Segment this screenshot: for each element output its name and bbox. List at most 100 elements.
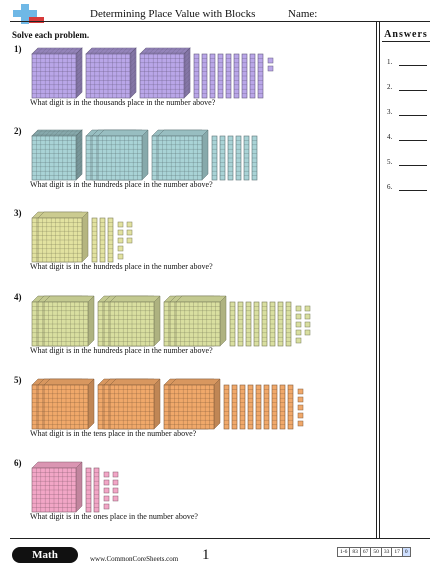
base-ten-blocks (31, 47, 274, 99)
answer-blank[interactable] (399, 90, 427, 91)
ten-rod (211, 135, 218, 181)
answer-number: 6. (387, 183, 393, 191)
ten-rod (227, 135, 234, 181)
ten-rod (277, 301, 284, 347)
base-ten-blocks (31, 378, 304, 430)
ten-rod (239, 384, 246, 430)
one-unit (304, 305, 311, 312)
one-unit (295, 321, 302, 328)
base-ten-blocks (31, 129, 258, 181)
ten-rod (271, 384, 278, 430)
question-text: What digit is in the ones place in the n… (30, 512, 198, 521)
thousand-cube (85, 47, 137, 99)
one-unit (112, 471, 119, 478)
one-unit (267, 65, 274, 72)
base-ten-blocks (31, 211, 133, 263)
problem-number: 2) (14, 126, 22, 136)
answer-row: 5. (387, 158, 429, 166)
ten-rod (287, 384, 294, 430)
one-unit (103, 479, 110, 486)
ten-rod (233, 53, 240, 99)
problem-number: 3) (14, 208, 22, 218)
ten-rod (231, 384, 238, 430)
answer-blank[interactable] (399, 165, 427, 166)
ten-rod (253, 301, 260, 347)
question-text: What digit is in the thousands place in … (30, 98, 216, 107)
ten-rod (251, 135, 258, 181)
score-cell: 1-6 (337, 547, 351, 557)
ten-rod (223, 384, 230, 430)
ten-rod (219, 135, 226, 181)
footer-divider (10, 538, 430, 539)
ten-rod (263, 384, 270, 430)
one-unit (117, 229, 124, 236)
answer-number: 4. (387, 133, 393, 141)
ten-rod (217, 53, 224, 99)
one-unit (126, 221, 133, 228)
ten-rod (245, 301, 252, 347)
header-divider (10, 21, 430, 22)
question-text: What digit is in the hundreds place in t… (30, 346, 213, 355)
one-unit (117, 221, 124, 228)
one-unit (103, 487, 110, 494)
ten-rod (209, 53, 216, 99)
one-unit (304, 321, 311, 328)
answer-blank[interactable] (399, 190, 427, 191)
thousand-cube (31, 47, 83, 99)
answer-row: 2. (387, 83, 429, 91)
ten-rod (285, 301, 292, 347)
instructions: Solve each problem. (12, 30, 90, 40)
answer-number: 2. (387, 83, 393, 91)
problem-number: 1) (14, 44, 22, 54)
one-unit (295, 337, 302, 344)
ten-rod (257, 53, 264, 99)
problem-number: 4) (14, 292, 22, 302)
one-unit (304, 329, 311, 336)
score-key: 1-6 83 67 50 33 17 0 (337, 547, 411, 557)
ten-rod (201, 53, 208, 99)
thousand-cube (139, 47, 191, 99)
answer-blank[interactable] (399, 140, 427, 141)
answer-row: 4. (387, 133, 429, 141)
answer-row: 6. (387, 183, 429, 191)
answer-blank[interactable] (399, 115, 427, 116)
ten-rod (247, 384, 254, 430)
one-unit (297, 412, 304, 419)
one-unit (117, 245, 124, 252)
ten-rod (237, 301, 244, 347)
hundred-flat (175, 295, 227, 347)
ten-rod (91, 217, 98, 263)
hundred-flat (157, 129, 209, 181)
base-ten-blocks (31, 295, 311, 347)
question-text: What digit is in the tens place in the n… (30, 429, 197, 438)
answer-row: 3. (387, 108, 429, 116)
one-unit (112, 479, 119, 486)
hundred-flat (43, 295, 95, 347)
hundred-flat (109, 378, 161, 430)
ten-rod (241, 53, 248, 99)
thousand-cube (31, 129, 83, 181)
one-unit (112, 487, 119, 494)
answer-column-divider-inner (379, 22, 380, 538)
one-unit (297, 420, 304, 427)
ten-rod (235, 135, 242, 181)
hundred-flat (169, 378, 221, 430)
hundred-flat (37, 211, 89, 263)
one-unit (297, 404, 304, 411)
ten-rod (193, 53, 200, 99)
one-unit (117, 253, 124, 260)
hundred-flat (31, 461, 83, 513)
answers-heading: Answers (382, 29, 430, 42)
question-text: What digit is in the hundreds place in t… (30, 262, 213, 271)
answer-blank[interactable] (399, 65, 427, 66)
problem-number: 5) (14, 375, 22, 385)
ten-rod (243, 135, 250, 181)
one-unit (297, 396, 304, 403)
one-unit (295, 329, 302, 336)
hundred-flat (109, 295, 161, 347)
base-ten-blocks (31, 461, 119, 513)
answer-column-divider (376, 22, 377, 538)
ten-rod (249, 53, 256, 99)
answer-number: 1. (387, 58, 393, 66)
ten-rod (261, 301, 268, 347)
